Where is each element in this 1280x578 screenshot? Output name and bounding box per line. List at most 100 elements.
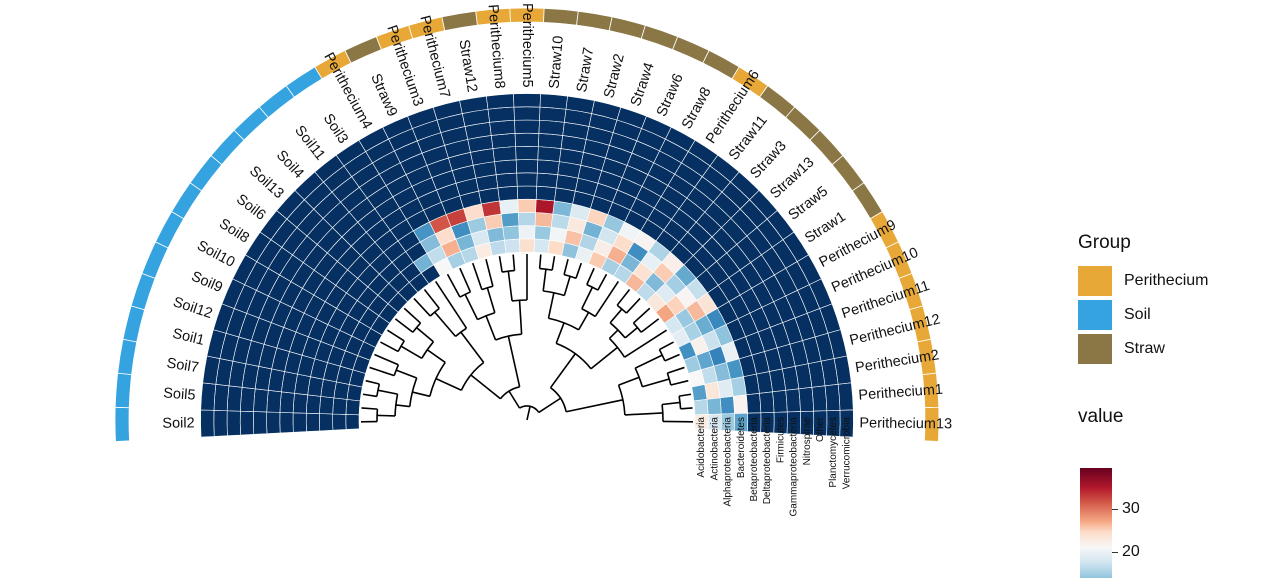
dendrogram-branch: [436, 281, 467, 328]
heatmap-cell-straw10-bacteroidetes: [536, 199, 555, 214]
sample-label-straw7: Straw7: [574, 46, 597, 93]
dendrogram-branch: [465, 294, 477, 319]
heatmap-cell-soil5-acidobacteria: [346, 399, 360, 414]
sample-label-soil7: Soil7: [166, 355, 200, 376]
dendrogram-branch: [363, 394, 377, 396]
heatmap-cell-perithecium5-verrucomicrobia: [513, 94, 540, 107]
sample-label-soil4: Soil4: [273, 147, 307, 182]
sample-label-soil13: Soil13: [246, 163, 287, 202]
heatmap-cell-perithecium5-planctomycetes: [514, 107, 540, 120]
heatmap-cell-soil2-acidobacteria: [346, 414, 359, 429]
dendrogram-branch: [681, 408, 693, 409]
dendrogram-branch: [579, 312, 589, 329]
group-ring-segment-straw4: [641, 25, 677, 49]
dendrogram-branch: [582, 287, 593, 309]
heatmap-cell-soil2-planctomycetes: [214, 410, 228, 436]
heatmap-cell-soil5-gammaproteobacteria: [254, 389, 269, 412]
heatmap-cell-perithecium5-betaproteobacteria: [517, 186, 536, 199]
heatmap-cell-perithecium8-deltaproteobacteria: [496, 173, 517, 188]
heatmap-cell-soil2-deltaproteobacteria: [280, 412, 294, 433]
heatmap-cell-straw10-actinobacteria: [535, 226, 552, 240]
taxa-label-nitrospirae: Nitrospirae: [802, 417, 813, 466]
heatmap-cell-soil5-deltaproteobacteria: [280, 392, 295, 413]
heatmap-cell-soil2-firmicutes: [267, 412, 281, 434]
heatmap-cell-straw10-other: [539, 120, 564, 135]
heatmap-cell-perithecium8-verrucomicrobia: [486, 94, 514, 109]
dendrogram-branch: [404, 308, 420, 323]
heatmap-cell-straw10-planctomycetes: [539, 107, 566, 122]
heatmap-cell-perithecium5-alphaproteobacteria: [518, 212, 535, 225]
dendrogram-branch: [396, 405, 410, 407]
heatmap-cell-soil5-betaproteobacteria: [293, 393, 308, 413]
dendrogram-branch: [587, 268, 594, 284]
group-ring-segment-straw10: [544, 8, 579, 25]
dendrogram-branch: [610, 309, 622, 323]
dendrogram-branch: [520, 300, 522, 334]
dendrogram-branch: [414, 298, 430, 316]
group-ring-segment-soil7: [118, 339, 137, 374]
heatmap-cell-perithecium5-acidobacteria: [519, 239, 534, 252]
heatmap-cell-soil5-nitrospirae: [240, 387, 255, 411]
dendrogram-branch: [635, 355, 662, 368]
heatmap-cell-perithecium1-firmicutes: [773, 390, 788, 412]
heatmap-cell-perithecium5-actinobacteria: [519, 226, 535, 239]
dendrogram-branch: [667, 367, 684, 373]
legend-item-perithecium: Perithecium: [1078, 264, 1268, 298]
heatmap-cell-perithecium1-alphaproteobacteria: [720, 396, 734, 414]
heatmap-cell-soil2-verrucomicrobia: [201, 410, 215, 437]
heatmap-cell-straw10-gammaproteobacteria: [538, 147, 561, 162]
legend-label-soil: Soil: [1124, 306, 1151, 324]
dendrogram-arc: [609, 338, 624, 357]
dendrogram-branch: [625, 328, 637, 338]
taxa-label-betaproteobacteria: Betaproteobacteria: [749, 417, 760, 502]
dendrogram-branch: [427, 350, 445, 363]
dendrogram-arc: [582, 309, 595, 317]
dendrogram-arc: [659, 350, 664, 361]
sample-label-soil3: Soil3: [320, 111, 351, 147]
dendrogram-branch: [424, 289, 439, 308]
group-ring-segment-soil8: [172, 183, 202, 219]
dendrogram-branch: [556, 323, 564, 344]
dendrogram-arc: [456, 328, 467, 336]
dendrogram-arc: [502, 271, 514, 273]
dendrogram-branch: [508, 271, 512, 301]
sample-label-soil9: Soil9: [189, 269, 225, 296]
dendrogram-branch: [509, 391, 520, 408]
heatmap-cell-soil2-alphaproteobacteria: [319, 414, 332, 431]
sample-label-soil11: Soil11: [291, 123, 328, 164]
dendrogram-branch: [598, 274, 607, 290]
dendrogram-branch: [396, 370, 417, 378]
dendrogram-branch: [395, 319, 412, 332]
dendrogram-branch: [679, 394, 691, 396]
dendrogram-branch: [566, 400, 623, 412]
sample-label-straw9: Straw9: [367, 71, 400, 119]
taxa-label-gammaproteobacteria: Gammaproteobacteria: [789, 417, 800, 517]
sample-label-soil1: Soil1: [171, 326, 206, 349]
dendrogram-arc: [477, 313, 494, 320]
heatmap-cell-perithecium1-acidobacteria: [694, 399, 708, 414]
dendrogram-branch: [659, 342, 673, 350]
sample-label-straw8: Straw8: [679, 85, 715, 132]
value-legend-title: value: [1078, 406, 1268, 428]
colorbar-tick-30: [1112, 509, 1118, 510]
group-ring-segment-soil1: [123, 306, 145, 342]
group-ring-segment-soil12: [131, 273, 155, 309]
heatmap-cell-soil5-firmicutes: [267, 390, 282, 412]
dendrogram-branch: [471, 375, 501, 399]
group-ring-segment-straw12: [442, 11, 478, 30]
sample-label-straw5: Straw5: [786, 183, 832, 223]
heatmap-cell-soil7-actinobacteria: [334, 382, 349, 399]
sample-label-straw12: Straw12: [455, 38, 480, 93]
heatmap-cell-perithecium5-deltaproteobacteria: [517, 173, 538, 186]
dendrogram-arc: [662, 405, 663, 422]
heatmap-cell-soil2-other: [227, 411, 241, 436]
heatmap-cell-soil5-actinobacteria: [333, 398, 347, 415]
heatmap-cell-straw10-deltaproteobacteria: [537, 173, 558, 188]
heatmap-cell-soil2-nitrospirae: [240, 411, 254, 435]
dendrogram-branch: [487, 288, 494, 313]
heatmap-cell-soil5-other: [227, 386, 242, 411]
heatmap-cell-perithecium1-deltaproteobacteria: [759, 392, 774, 413]
heatmap-cell-straw10-verrucomicrobia: [540, 94, 568, 109]
taxa-label-deltaproteobacteria: Deltaproteobacteria: [762, 417, 773, 505]
sample-label-soil5: Soil5: [163, 385, 196, 403]
